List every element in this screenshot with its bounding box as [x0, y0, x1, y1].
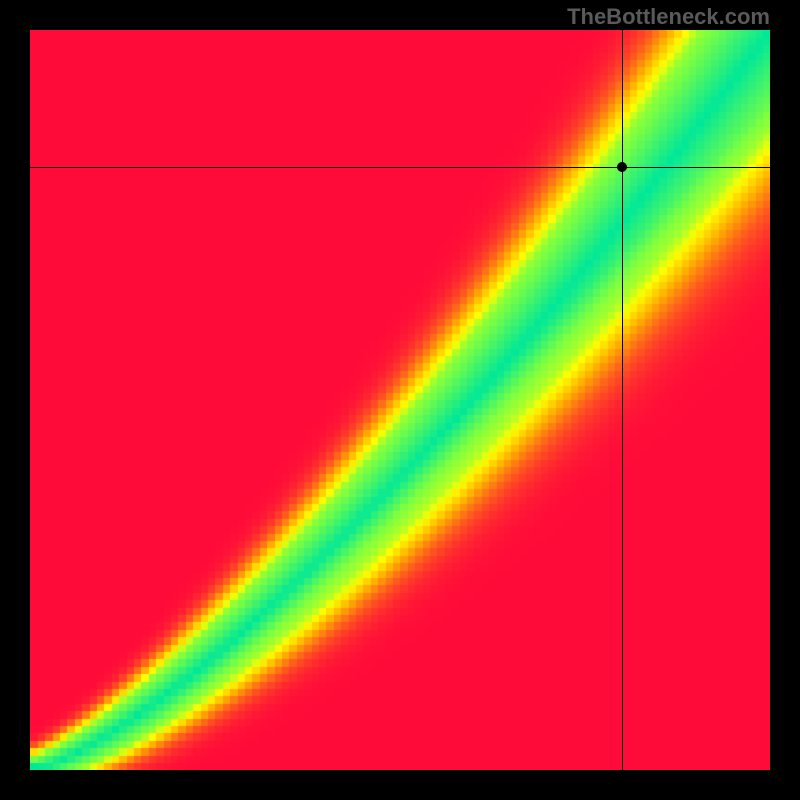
plot-container: [30, 30, 770, 770]
crosshair-vertical: [622, 30, 623, 770]
watermark-text: TheBottleneck.com: [567, 4, 770, 30]
crosshair-marker: [617, 162, 627, 172]
crosshair-horizontal: [30, 167, 770, 168]
bottleneck-heatmap: [30, 30, 770, 770]
